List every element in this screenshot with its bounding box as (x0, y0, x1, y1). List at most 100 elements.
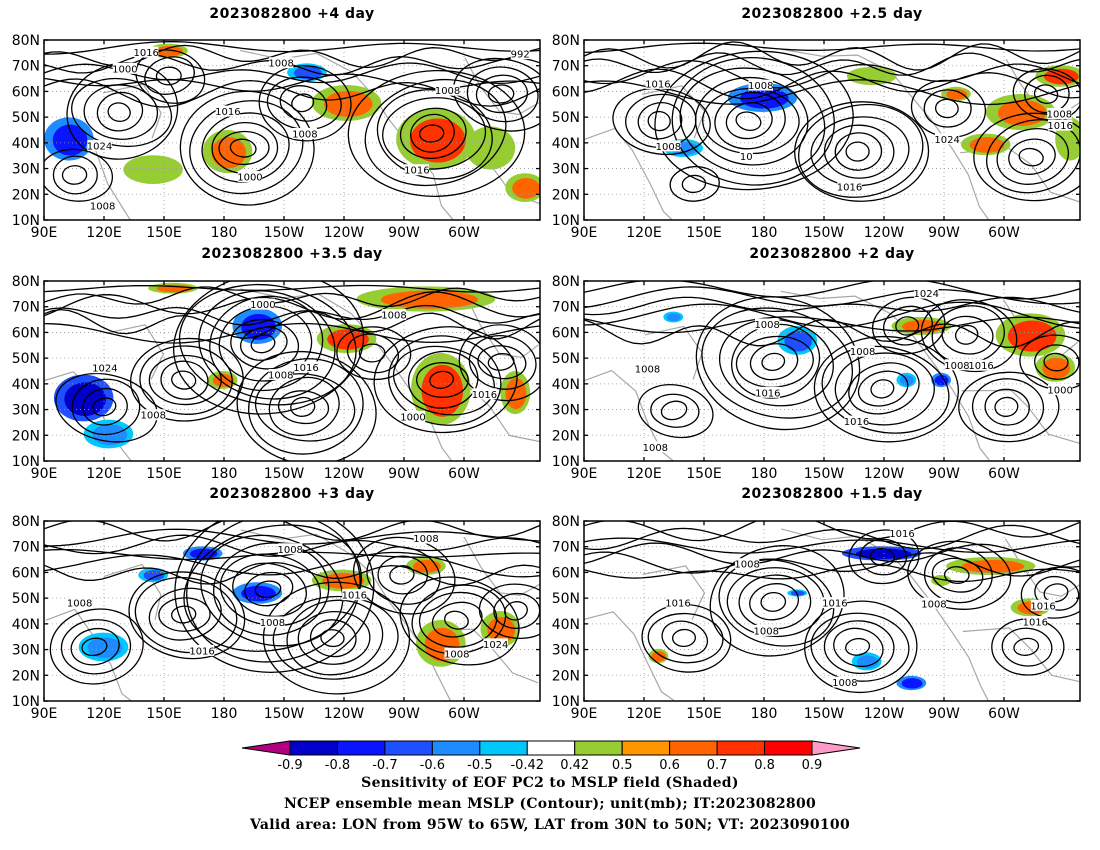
contour-label: 1008 (635, 364, 660, 375)
isobar (155, 66, 182, 86)
caption-line-3: Valid area: LON from 95W to 65W, LAT fro… (249, 817, 851, 833)
map-frame (583, 39, 1081, 221)
lat-tick-label: 70N (12, 59, 40, 75)
isobar (254, 580, 282, 599)
contour-label: 1000 (237, 172, 262, 183)
contour-label-bg (404, 164, 430, 176)
lat-tick-label: 40N (12, 377, 40, 393)
isobar (139, 345, 233, 415)
colorbar-label: -0.9 (277, 758, 302, 773)
isobar (584, 524, 1080, 551)
lat-tick-label: 70N (552, 540, 580, 556)
contour-label-bg (293, 361, 319, 373)
contour-label-bg (645, 77, 671, 89)
lat-tick-label: 20N (552, 668, 580, 684)
isobar (478, 583, 540, 639)
isobar (1018, 147, 1044, 167)
contour-label-bg (665, 596, 691, 608)
lat-tick-label: 30N (552, 643, 580, 659)
contour-label: 1008 (754, 626, 779, 637)
contour-label: 1008 (277, 545, 302, 556)
panel-title: 2023082800 +4 day (209, 6, 375, 22)
lat-tick-label: 80N (552, 274, 580, 290)
lat-tick-label: 60N (552, 565, 580, 581)
shade-core (474, 133, 510, 165)
contour-label: 1008 (1047, 109, 1072, 120)
lon-tick-label: 90E (31, 466, 58, 482)
lon-tick-label: 180 (211, 706, 238, 722)
isobar (810, 612, 910, 682)
contour-label: 1008 (850, 347, 875, 358)
shade-core (857, 655, 878, 669)
contour-label: 1000 (400, 412, 425, 423)
colorbar-label: -0.7 (372, 758, 397, 773)
isobar (647, 612, 724, 664)
isobar (813, 335, 960, 443)
isobar (869, 547, 896, 567)
contour-label: 1016 (968, 361, 993, 372)
shade-core (934, 375, 949, 386)
lat-tick-label: 30N (552, 162, 580, 178)
lat-tick-label: 50N (552, 110, 580, 126)
isobar (81, 637, 108, 657)
isobar (1020, 566, 1080, 619)
isobar (834, 132, 883, 171)
isobar (272, 595, 399, 680)
lon-tick-label: 90W (388, 466, 420, 482)
isobar (158, 597, 211, 632)
isobar (584, 318, 1080, 348)
lat-tick-label: 50N (552, 591, 580, 607)
isobar (859, 538, 908, 576)
isobar (845, 141, 870, 162)
map-frame (583, 280, 1081, 462)
isobar (671, 56, 835, 186)
isobar (179, 90, 315, 206)
contour-labels: 1008 1008 1016 1008 1016 1016 1016 1008 1016 (665, 527, 1056, 689)
isobar (415, 362, 469, 398)
colorbar-box (669, 740, 718, 756)
contour-label-bg (1023, 616, 1048, 628)
isobar (52, 155, 98, 195)
isobar (134, 576, 238, 654)
lon-tick-label: 150E (146, 466, 182, 482)
isobar (297, 610, 371, 665)
isobar (475, 74, 528, 114)
lon-tick-label: 60W (448, 466, 480, 482)
colorbar-label: 0.9 (802, 758, 823, 773)
isobar (584, 542, 1080, 568)
isobar (44, 148, 114, 202)
isobar (279, 85, 328, 122)
contour-label: 1000 (1047, 385, 1072, 396)
contour-label: 1008 (67, 599, 92, 610)
colorbar-box (289, 740, 338, 756)
contour-label-bg (260, 616, 285, 628)
sensitivity-shading (53, 282, 531, 449)
isobar (277, 390, 330, 425)
shade-core (1042, 357, 1071, 379)
shade-core (143, 570, 165, 581)
isobar (218, 130, 270, 166)
shade-core (651, 651, 666, 662)
colorbar-label: -0.5 (467, 758, 492, 773)
isobar (973, 112, 1080, 202)
isobar (584, 42, 1080, 54)
isobar (60, 619, 132, 675)
lon-tick-label: 120E (86, 225, 122, 241)
shade-core (901, 678, 923, 689)
isobar (760, 591, 787, 612)
contour-label-bg (635, 362, 660, 374)
isobar (229, 138, 257, 158)
lat-tick-label: 50N (12, 351, 40, 367)
contour-label-bg (850, 345, 875, 357)
lat-tick-label: 30N (12, 643, 40, 659)
contour-label-bg (278, 543, 303, 555)
map-frame (43, 520, 541, 702)
isobar (171, 370, 197, 390)
contour-label: 1008 (141, 411, 166, 422)
isobar (209, 295, 324, 392)
isobar (232, 562, 307, 618)
lat-tick-label: 30N (12, 403, 40, 419)
lat-tick-label: 30N (12, 162, 40, 178)
isobar (718, 559, 835, 647)
